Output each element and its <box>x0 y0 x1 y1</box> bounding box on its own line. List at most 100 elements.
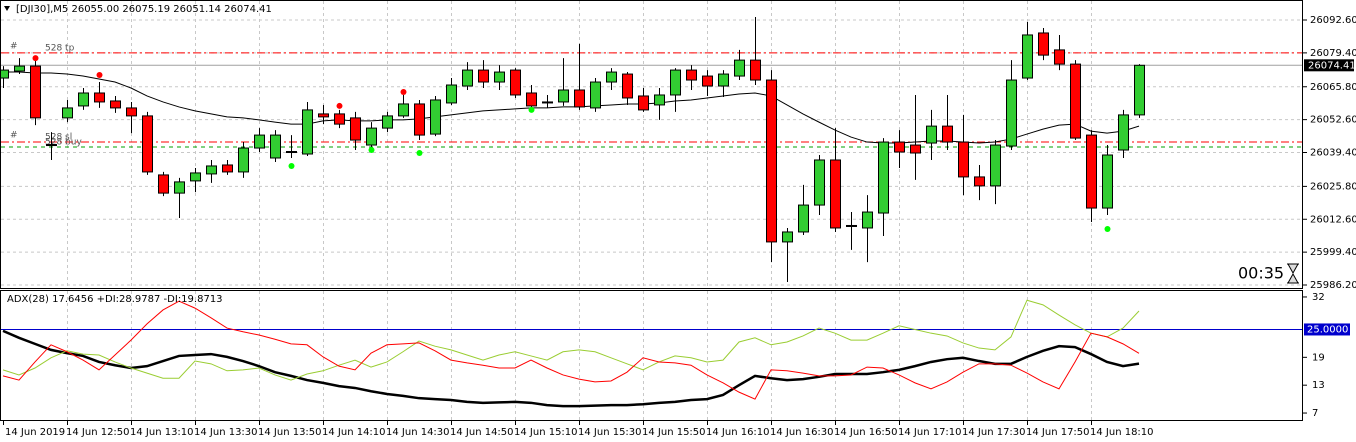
candle-body <box>1006 79 1017 147</box>
main-panel-frame <box>0 0 1303 289</box>
candle-body <box>750 59 761 81</box>
candle-body <box>558 89 569 103</box>
candle-body <box>78 92 89 107</box>
signal-marker <box>32 55 39 62</box>
candle-body <box>958 141 969 178</box>
x-tick-label: 14 Jun 14:10 <box>322 427 386 438</box>
candle-body <box>286 151 297 154</box>
candle-body <box>398 103 409 117</box>
x-tick-label: 14 Jun 16:10 <box>706 427 770 438</box>
y-tick-label: 25999.40 <box>1310 247 1356 258</box>
candle-body <box>334 113 345 125</box>
candle-body <box>1102 154 1113 209</box>
candle-body <box>926 125 937 144</box>
indicator-line <box>2 300 1140 400</box>
candle-body <box>254 134 265 149</box>
y-tick-label: 13 <box>1312 380 1325 391</box>
y-tick-label: 26025.80 <box>1310 181 1356 192</box>
candle-body <box>622 73 633 99</box>
candle-body <box>366 127 377 146</box>
candle-body <box>606 71 617 83</box>
indicator-panel-frame <box>0 290 1303 421</box>
candle-body <box>494 71 505 83</box>
candle-body <box>318 113 329 118</box>
candle-body <box>94 92 105 103</box>
candle-body <box>942 125 953 143</box>
y-tick-label: 25986.20 <box>1310 280 1356 291</box>
candle-body <box>446 84 457 104</box>
signal-marker <box>336 102 343 109</box>
signal-marker <box>400 88 407 95</box>
candle-body <box>1086 134 1097 209</box>
candle-body <box>830 159 841 229</box>
indicator-line <box>2 299 1140 381</box>
candle-body <box>190 172 201 182</box>
signal-marker <box>96 72 103 79</box>
candle-body <box>846 224 857 227</box>
x-tick-label: 14 Jun 13:50 <box>258 427 322 438</box>
candle-body <box>638 95 649 111</box>
candle-body <box>862 211 873 229</box>
y-tick-label: 32 <box>1312 292 1325 303</box>
candle-body <box>478 69 489 83</box>
candle-body <box>462 69 473 87</box>
signal-marker <box>1104 225 1111 232</box>
x-tick-label: 14 Jun 17:10 <box>898 427 962 438</box>
signal-marker <box>416 150 423 157</box>
level-box <box>1304 323 1350 336</box>
x-tick-label: 14 Jun 17:30 <box>962 427 1026 438</box>
x-tick-label: 14 Jun 18:10 <box>1090 427 1154 438</box>
candle-body <box>510 69 521 96</box>
candle-body <box>1070 63 1081 139</box>
candle-body <box>110 100 121 109</box>
candle-body <box>1022 34 1033 79</box>
candle-body <box>206 165 217 175</box>
candle-body <box>1134 64 1145 116</box>
order-label: 528 buy <box>45 138 82 148</box>
chart-title: [DJI30],M5 26055.00 26075.19 26051.14 26… <box>16 4 272 15</box>
x-tick-label: 14 Jun 16:30 <box>770 427 834 438</box>
bid-label: 26074.41 <box>1308 60 1356 71</box>
candle-body <box>414 103 425 136</box>
level-label: 25.0000 <box>1307 324 1348 335</box>
indicator-title: ADX(28) 17.6456 +DI:28.9787 -DI:19.8713 <box>7 294 223 305</box>
candle-body <box>1054 49 1065 65</box>
order-prefix: # <box>10 41 18 51</box>
signal-marker <box>288 162 295 169</box>
y-tick-label: 26065.80 <box>1310 82 1356 93</box>
y-tick-label: 26039.40 <box>1310 148 1356 159</box>
x-tick-label: 14 Jun 15:10 <box>514 427 578 438</box>
x-tick-label: 14 Jun 14:50 <box>450 427 514 438</box>
menu-arrow[interactable] <box>4 6 10 11</box>
candle-body <box>654 94 665 106</box>
candle-body <box>238 147 249 173</box>
countdown: 00:35 <box>1238 264 1284 283</box>
candle-body <box>46 144 57 147</box>
candle-body <box>222 164 233 173</box>
x-tick-label: 14 Jun 15:50 <box>642 427 706 438</box>
x-tick-label: 14 Jun 17:50 <box>1026 427 1090 438</box>
candle-body <box>62 107 73 119</box>
x-tick-label: 14 Jun 16:50 <box>834 427 898 438</box>
candle-body <box>798 204 809 233</box>
candle-body <box>1118 114 1129 151</box>
order-label: 528 tp <box>45 43 75 53</box>
y-tick-label: 26092.60 <box>1310 15 1356 26</box>
candle-body <box>590 81 601 109</box>
y-tick-label: 26012.60 <box>1310 214 1356 225</box>
bid-box <box>1304 59 1354 72</box>
candle-body <box>126 107 137 117</box>
signal-marker <box>528 106 535 113</box>
y-tick-label: 26052.60 <box>1310 115 1356 126</box>
x-tick-label: 14 Jun 12:50 <box>66 427 130 438</box>
x-tick-label: 14 Jun 2019 <box>5 427 65 438</box>
y-tick-label: 26079.40 <box>1310 48 1356 59</box>
candle-body <box>718 73 729 87</box>
x-tick-label: 14 Jun 15:30 <box>578 427 642 438</box>
candle-body <box>302 109 313 155</box>
x-tick-label: 14 Jun 13:10 <box>130 427 194 438</box>
x-tick-label: 14 Jun 14:30 <box>386 427 450 438</box>
candle-body <box>350 117 361 141</box>
